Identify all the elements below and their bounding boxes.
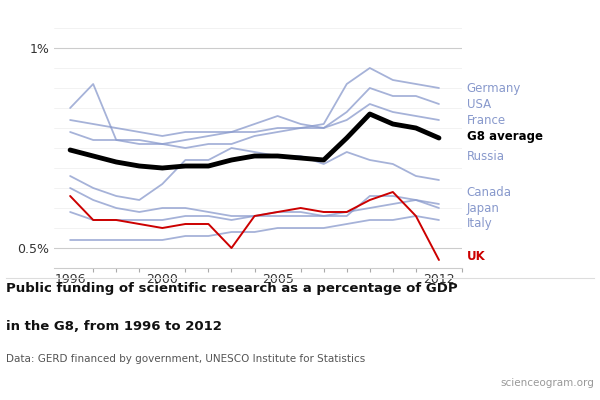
Text: Canada: Canada — [467, 186, 512, 198]
Text: in the G8, from 1996 to 2012: in the G8, from 1996 to 2012 — [6, 320, 222, 333]
Text: Japan: Japan — [467, 202, 499, 214]
Text: France: France — [467, 114, 506, 126]
Text: G8 average: G8 average — [467, 130, 542, 142]
Text: USA: USA — [467, 98, 491, 110]
Text: Italy: Italy — [467, 218, 493, 230]
Text: Russia: Russia — [467, 150, 505, 163]
Text: UK: UK — [467, 250, 485, 263]
Text: Data: GERD financed by government, UNESCO Institute for Statistics: Data: GERD financed by government, UNESC… — [6, 354, 365, 364]
Text: scienceogram.org: scienceogram.org — [500, 378, 594, 388]
Text: Public funding of scientific research as a percentage of GDP: Public funding of scientific research as… — [6, 282, 458, 295]
Text: Germany: Germany — [467, 82, 521, 94]
